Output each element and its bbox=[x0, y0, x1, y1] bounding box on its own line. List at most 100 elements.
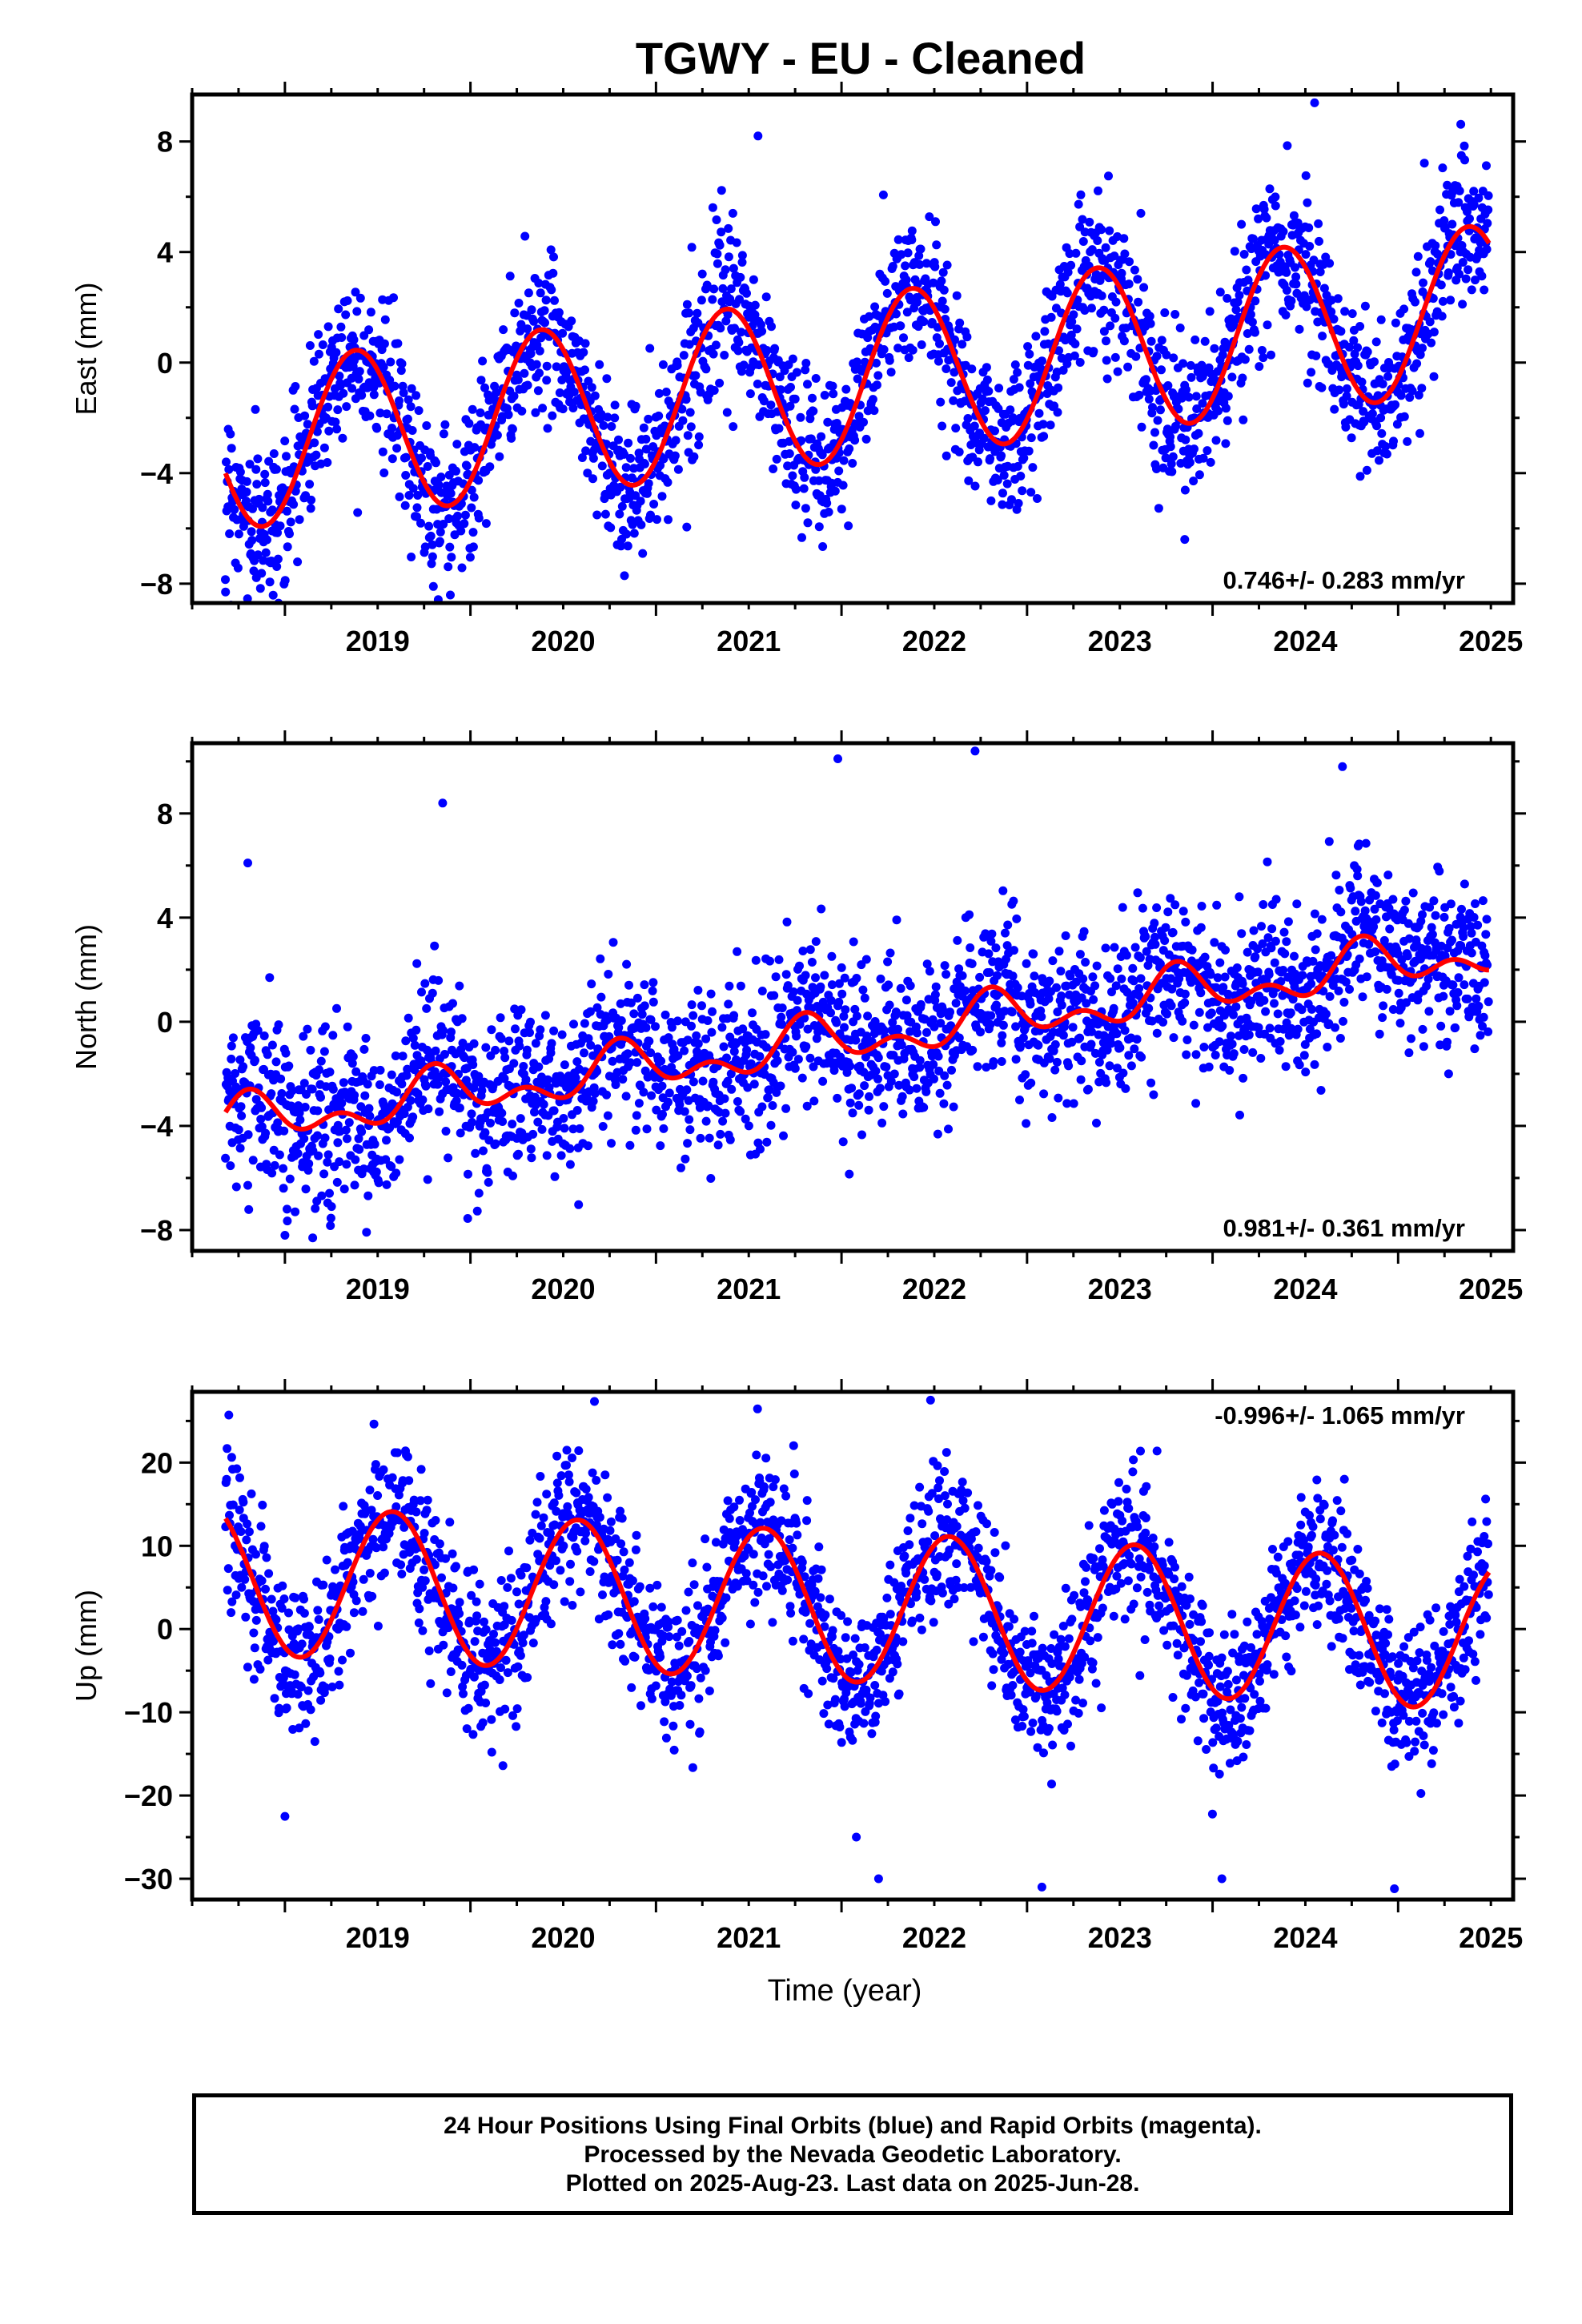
data-point bbox=[1090, 1048, 1100, 1058]
data-point bbox=[842, 1068, 852, 1077]
data-point bbox=[1117, 974, 1126, 983]
data-point bbox=[661, 1010, 670, 1019]
data-point bbox=[1318, 332, 1327, 341]
data-point bbox=[520, 368, 529, 378]
data-point bbox=[1099, 327, 1109, 336]
data-point bbox=[623, 1049, 632, 1059]
data-point bbox=[527, 1153, 536, 1163]
data-point bbox=[868, 395, 877, 404]
data-point bbox=[702, 280, 712, 290]
data-point bbox=[440, 1050, 449, 1059]
data-point bbox=[408, 426, 417, 435]
data-point bbox=[291, 1207, 300, 1216]
data-point bbox=[1259, 995, 1269, 1005]
data-point bbox=[802, 1101, 812, 1111]
data-point bbox=[332, 424, 342, 434]
data-point bbox=[537, 1124, 547, 1134]
data-point bbox=[1323, 1043, 1332, 1051]
data-point bbox=[596, 992, 606, 1002]
data-point bbox=[1039, 1089, 1049, 1099]
data-points bbox=[221, 1395, 1493, 1893]
data-point bbox=[583, 468, 592, 478]
data-point bbox=[1355, 322, 1365, 331]
data-point bbox=[261, 1584, 270, 1594]
data-point bbox=[879, 1026, 889, 1035]
data-point bbox=[1379, 1001, 1388, 1011]
data-point bbox=[431, 1046, 440, 1055]
data-point bbox=[885, 948, 895, 958]
data-point bbox=[757, 320, 765, 330]
data-point bbox=[783, 461, 793, 471]
data-point bbox=[664, 1033, 673, 1043]
data-point bbox=[989, 1057, 998, 1067]
data-point bbox=[1180, 485, 1190, 495]
data-point bbox=[1126, 1061, 1136, 1071]
data-point bbox=[673, 360, 682, 370]
data-point bbox=[1399, 905, 1409, 915]
data-point bbox=[533, 386, 543, 396]
x-tick-label: 2020 bbox=[531, 625, 595, 657]
data-point bbox=[664, 1097, 673, 1107]
data-point bbox=[221, 587, 231, 597]
data-point bbox=[1221, 945, 1230, 955]
data-point bbox=[439, 1026, 448, 1035]
data-point bbox=[1238, 979, 1247, 988]
data-point bbox=[860, 1081, 869, 1091]
data-point bbox=[333, 1138, 343, 1148]
data-point bbox=[406, 1096, 416, 1105]
data-point bbox=[253, 454, 263, 464]
data-point bbox=[365, 411, 375, 420]
rate-label: 0.746+/- 0.283 mm/yr bbox=[1223, 566, 1465, 594]
data-point bbox=[932, 240, 942, 250]
data-point bbox=[1472, 994, 1481, 1003]
data-point bbox=[1191, 1099, 1201, 1108]
data-point bbox=[1466, 922, 1476, 931]
data-point bbox=[231, 1182, 241, 1192]
data-point bbox=[1124, 1051, 1134, 1060]
data-point bbox=[289, 500, 299, 509]
data-point bbox=[497, 1108, 507, 1118]
data-point bbox=[1395, 1019, 1405, 1028]
data-point bbox=[644, 479, 653, 489]
data-point bbox=[1271, 201, 1280, 211]
data-point bbox=[1237, 929, 1247, 939]
data-point bbox=[270, 1160, 279, 1170]
data-point bbox=[1144, 394, 1154, 404]
data-point bbox=[685, 1115, 694, 1124]
data-point bbox=[1422, 981, 1431, 991]
data-point bbox=[620, 571, 629, 581]
data-point bbox=[1137, 422, 1146, 432]
data-point bbox=[1391, 400, 1400, 409]
data-point bbox=[785, 401, 795, 411]
data-point bbox=[304, 1159, 314, 1168]
data-point bbox=[534, 1062, 544, 1072]
data-point bbox=[1341, 977, 1351, 987]
data-point bbox=[1170, 310, 1180, 319]
data-point bbox=[397, 359, 407, 368]
data-point bbox=[500, 1053, 510, 1063]
data-point bbox=[812, 1034, 821, 1043]
data-point bbox=[236, 1527, 246, 1536]
data-point bbox=[1213, 973, 1223, 983]
data-point bbox=[973, 1062, 982, 1072]
data-point bbox=[981, 406, 990, 416]
data-point bbox=[1206, 457, 1215, 467]
data-point bbox=[223, 1564, 233, 1574]
data-point bbox=[1082, 999, 1091, 1008]
data-point bbox=[265, 973, 275, 983]
y-tick-label: −4 bbox=[140, 457, 173, 490]
data-point bbox=[827, 951, 837, 961]
data-point bbox=[341, 310, 351, 320]
data-point bbox=[830, 486, 840, 496]
data-point bbox=[1196, 988, 1206, 998]
data-point bbox=[336, 322, 346, 332]
data-point bbox=[319, 443, 329, 452]
data-point bbox=[709, 1077, 718, 1087]
data-point bbox=[328, 1084, 338, 1094]
data-point bbox=[1310, 909, 1319, 919]
data-point bbox=[967, 364, 977, 374]
data-point bbox=[834, 466, 844, 476]
data-point bbox=[1026, 1078, 1036, 1088]
data-point bbox=[244, 1527, 254, 1537]
data-point bbox=[763, 1093, 773, 1103]
